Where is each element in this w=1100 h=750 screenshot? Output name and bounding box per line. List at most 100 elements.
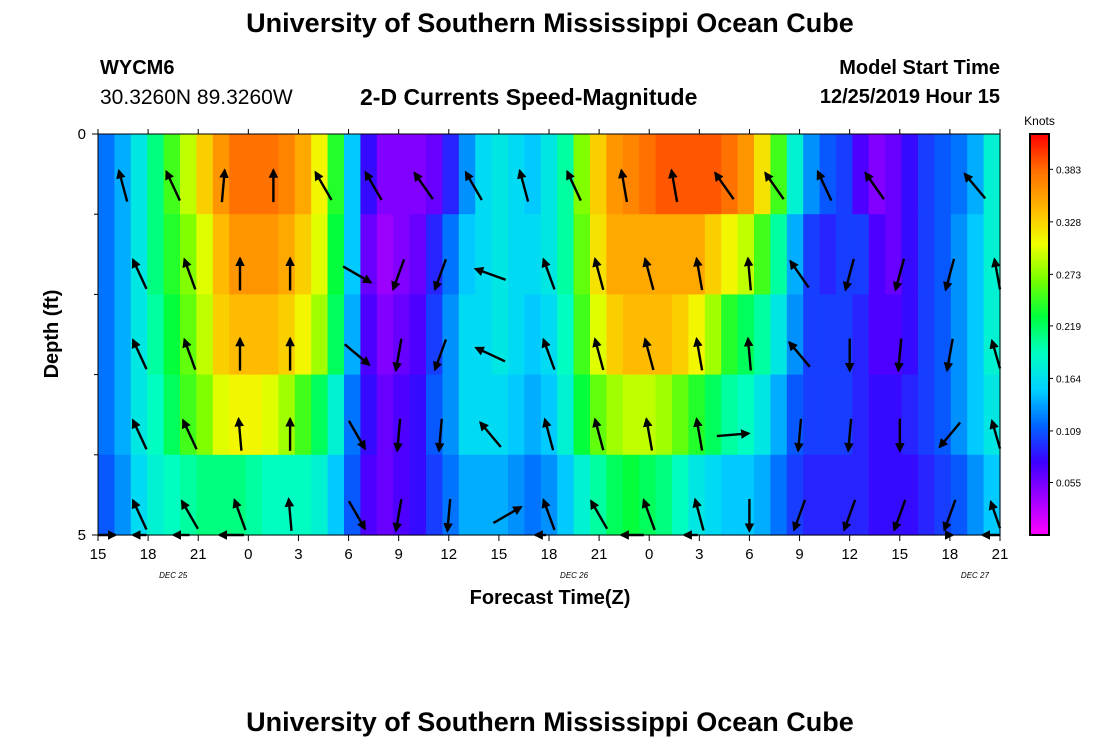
heatmap-cell [360, 214, 378, 295]
current-vector-arrow [643, 417, 654, 451]
x-tick-label: 15 [491, 546, 508, 563]
current-vector-arrow [743, 256, 754, 291]
heatmap-cell [704, 374, 722, 456]
station-id: WYCM6 [100, 57, 175, 79]
heatmap-cell [688, 134, 706, 215]
heatmap-cell [196, 134, 214, 215]
heatmap-cell [163, 454, 181, 536]
current-vector-arrow [792, 499, 807, 532]
current-vector-arrow [714, 171, 735, 200]
current-vector-arrow [542, 417, 555, 451]
heatmap-cell [360, 374, 378, 456]
x-tick-label: 21 [591, 546, 608, 563]
day-label: DEC 27 [961, 571, 990, 580]
heatmap-cell [819, 454, 837, 536]
heatmap-cell [147, 294, 165, 376]
heatmap-cell [590, 214, 607, 295]
heatmap-cell [852, 374, 870, 456]
x-tick-label: 15 [891, 546, 908, 563]
heatmap-cell [98, 294, 115, 376]
x-tick-label: 6 [344, 546, 352, 563]
current-vector-arrow [592, 257, 605, 291]
heatmap-cell [754, 214, 771, 295]
x-tick-label: 15 [90, 546, 107, 563]
heatmap-cell [294, 454, 312, 536]
heatmap-cell [130, 454, 148, 536]
heatmap-cell [245, 374, 263, 456]
heatmap-cell [130, 294, 148, 376]
heatmap-cell [868, 214, 886, 295]
heatmap-cell [836, 454, 853, 536]
heatmap-cell [868, 374, 886, 456]
current-vector-arrow [743, 336, 754, 371]
heatmap-cell [655, 374, 673, 456]
current-vector-arrow [988, 499, 1002, 529]
heatmap-cell [491, 134, 509, 215]
current-vector-arrow [541, 337, 556, 371]
heatmap-cell [311, 294, 329, 376]
heatmap-cell [311, 214, 329, 295]
model-start-label: Model Start Time [839, 57, 1000, 79]
heatmap-cell [442, 454, 460, 536]
heatmap-cell [983, 134, 1001, 215]
heatmap-cell [573, 454, 591, 536]
day-label: DEC 25 [159, 571, 188, 580]
heatmap-cell [508, 374, 525, 456]
heatmap-cell [524, 134, 542, 215]
heatmap-cell [245, 294, 263, 376]
heatmap-cell [426, 374, 443, 456]
current-vector-arrow [642, 337, 655, 371]
heatmap-cell [901, 454, 919, 536]
heatmap-cell [557, 214, 575, 295]
heatmap-cell [393, 134, 411, 215]
heatmap-cell [688, 374, 706, 456]
heatmap-cell [721, 134, 739, 215]
current-vector-arrow [892, 499, 907, 532]
current-vector-arrow [181, 418, 198, 450]
x-tick-label: 9 [795, 546, 803, 563]
current-vector-arrow [342, 265, 373, 284]
heatmap-cell [229, 214, 247, 295]
heatmap-cell [704, 134, 722, 215]
heatmap-cell [606, 294, 624, 376]
heatmap-cell [393, 374, 411, 456]
heatmap-cell [803, 214, 821, 295]
heatmap-cell [245, 134, 263, 215]
x-tick-label: 6 [745, 546, 753, 563]
heatmap-cell [967, 214, 985, 295]
current-vector-arrow [892, 258, 906, 292]
heatmap-cell [885, 454, 903, 536]
heatmap-cell [934, 454, 952, 536]
heatmap-cell [130, 134, 148, 215]
heatmap-cell [606, 454, 624, 536]
heatmap-cell [950, 454, 968, 536]
heatmap-cell [409, 294, 427, 376]
heatmap-cell [344, 374, 361, 456]
heatmap-cell [573, 214, 591, 295]
heatmap-cell [590, 294, 607, 376]
heatmap-cell [130, 374, 148, 456]
heatmap-cell [737, 454, 755, 536]
heatmap-cell [672, 214, 689, 295]
heatmap-cell [524, 214, 542, 295]
heatmap-cell [918, 214, 935, 295]
chart-title: 2-D Currents Speed-Magnitude [360, 84, 698, 110]
current-vector-arrow [347, 420, 366, 451]
heatmap-cell [655, 294, 673, 376]
heatmap-cell [98, 374, 115, 456]
heatmap-cell [180, 374, 197, 456]
current-vector-arrow [592, 337, 605, 371]
current-vector-arrow [864, 171, 885, 200]
heatmap-cell [770, 214, 788, 295]
colorbar-gradient [1029, 133, 1050, 536]
heatmap-cell [950, 214, 968, 295]
heatmap-cell [901, 294, 919, 376]
heatmap-cell [688, 294, 706, 376]
heatmap-cell [163, 214, 181, 295]
heatmap-cell [262, 374, 279, 456]
current-vector-arrow [938, 421, 962, 449]
heatmap-cell [327, 454, 345, 536]
heatmap-cell [508, 454, 525, 536]
heatmap-cell [311, 454, 329, 536]
heatmap-cell [212, 134, 230, 215]
